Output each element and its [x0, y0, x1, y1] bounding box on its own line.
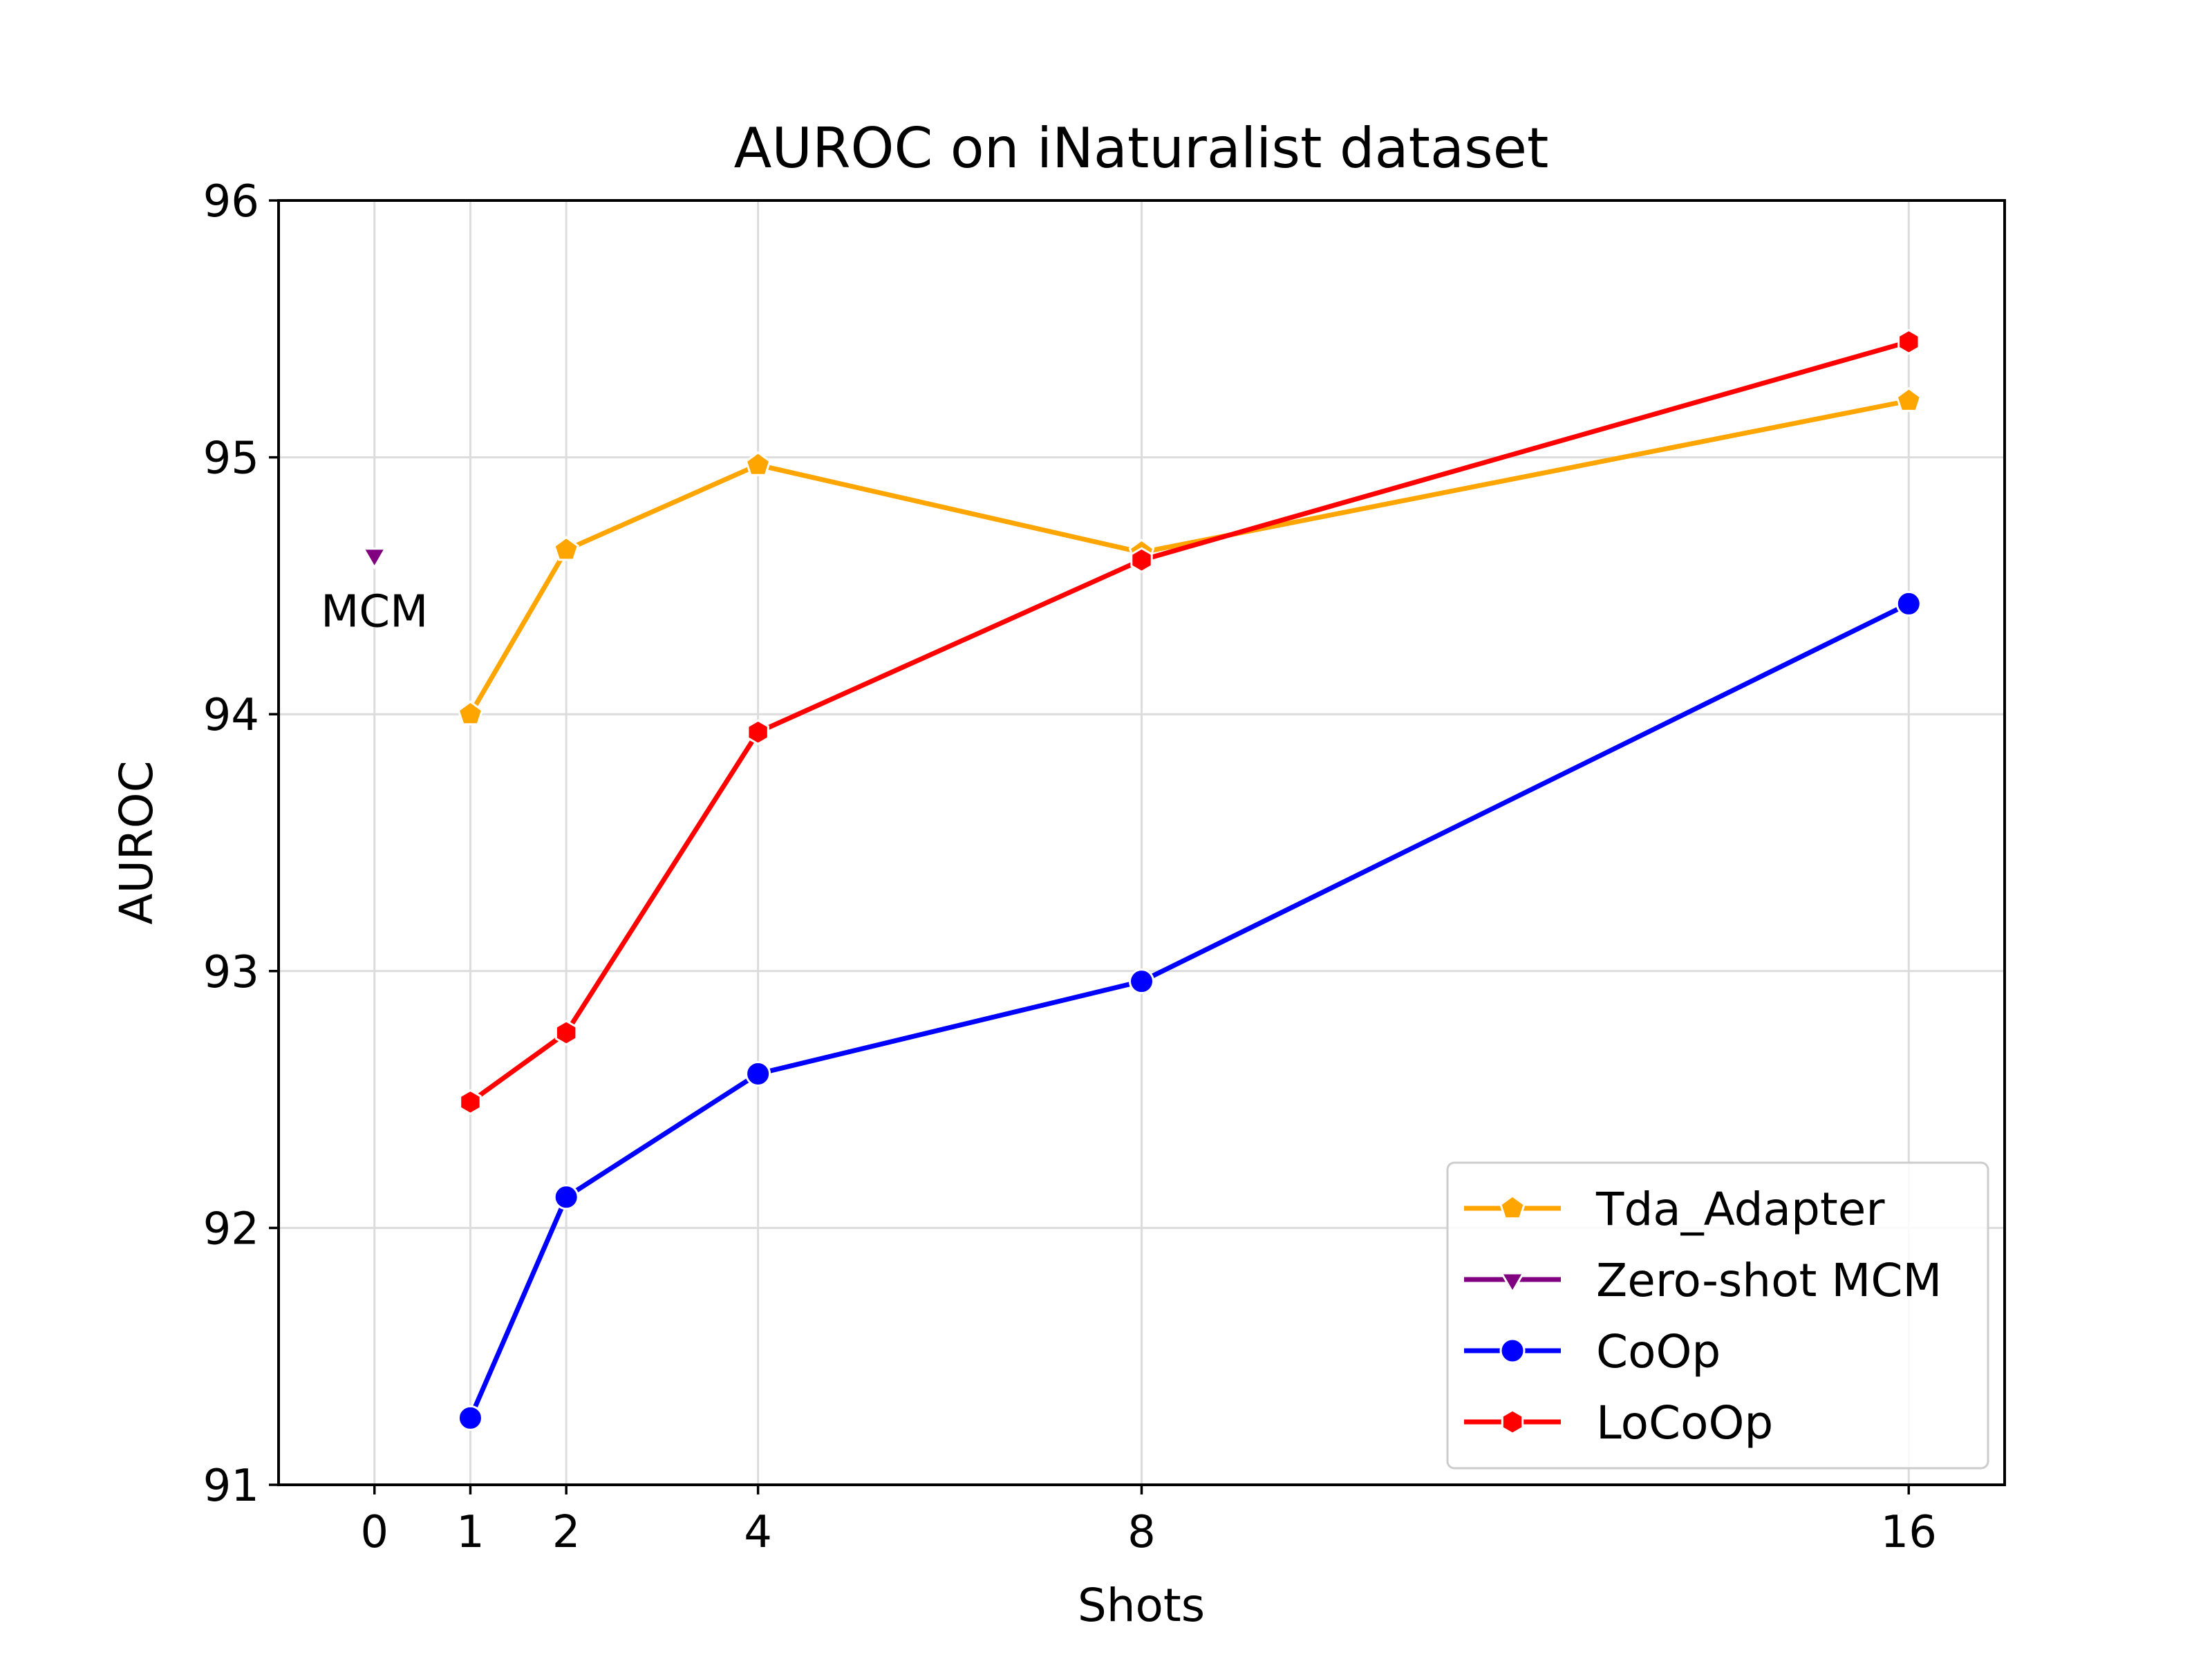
y-tick-label: 95	[203, 433, 259, 485]
x-tick-label: 0	[360, 1507, 388, 1558]
data-point-tda-adapter	[553, 536, 580, 561]
data-point-coop	[553, 1184, 579, 1210]
y-tick-label: 93	[203, 947, 259, 998]
series-markers	[362, 328, 1922, 1431]
axis-ticks: 0 1 2 4 8 16 91 92 93 94 95 96	[203, 176, 1937, 1558]
data-point-locoop	[554, 1020, 578, 1046]
legend-box	[1446, 1161, 1989, 1470]
data-point-coop	[745, 1060, 771, 1087]
legend-marker-swatch	[1499, 1272, 1526, 1294]
legend-marker-swatch	[1501, 1409, 1524, 1435]
data-point-tda-adapter	[457, 700, 484, 726]
y-tick-label: 96	[203, 176, 259, 227]
data-point-locoop	[1897, 328, 1920, 355]
x-axis-label: Shots	[1078, 1579, 1205, 1632]
data-point-coop	[1129, 968, 1154, 995]
data-point-coop	[1895, 590, 1922, 617]
x-tick-label: 16	[1881, 1507, 1937, 1558]
data-point-locoop	[747, 719, 769, 745]
data-point-tda-adapter	[1895, 386, 1922, 412]
legend-label: Zero-shot MCM	[1596, 1254, 1942, 1307]
legend: Tda_Adapter Zero-shot MCM CoOp LoCoOp	[1446, 1161, 1989, 1470]
chart-title: AUROC on iNaturalist dataset	[734, 116, 1549, 180]
legend-label: Tda_Adapter	[1595, 1183, 1885, 1236]
data-point-tda-adapter	[744, 451, 771, 476]
x-tick-label: 2	[552, 1507, 581, 1558]
y-tick-label: 91	[203, 1461, 259, 1512]
annotations: MCM	[321, 587, 428, 638]
series-line-tda-adapter	[467, 397, 1912, 718]
data-point-locoop	[1130, 547, 1153, 573]
x-tick-label: 4	[744, 1507, 772, 1558]
data-point-locoop	[459, 1089, 482, 1116]
data-point-coop	[457, 1405, 483, 1431]
x-tick-label: 8	[1127, 1507, 1156, 1558]
y-tick-label: 92	[203, 1203, 259, 1255]
series-line-locoop	[467, 339, 1912, 1106]
legend-marker-swatch	[1499, 1194, 1526, 1220]
legend-label: LoCoOp	[1596, 1396, 1773, 1450]
legend-label: CoOp	[1596, 1325, 1721, 1378]
y-tick-label: 94	[203, 690, 259, 741]
legend-marker-swatch	[1499, 1338, 1526, 1364]
data-point-zero-shot-mcm	[362, 547, 387, 570]
y-axis-label: AUROC	[110, 760, 163, 924]
x-tick-label: 1	[456, 1507, 485, 1558]
annotation-label: MCM	[321, 587, 428, 638]
